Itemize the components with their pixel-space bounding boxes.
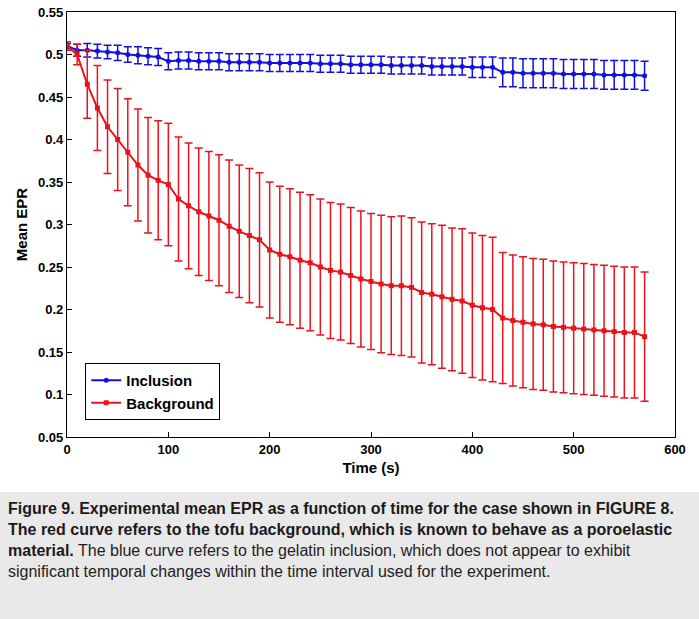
svg-text:Background: Background: [126, 395, 214, 412]
svg-text:400: 400: [461, 442, 483, 457]
svg-text:200: 200: [259, 442, 281, 457]
svg-text:500: 500: [563, 442, 585, 457]
svg-text:Mean EPR: Mean EPR: [13, 188, 30, 262]
svg-text:0.4: 0.4: [45, 132, 64, 147]
svg-text:0.3: 0.3: [45, 217, 63, 232]
svg-text:0.25: 0.25: [38, 260, 63, 275]
svg-text:100: 100: [157, 442, 179, 457]
html-text:Figure 9. Experimental mean EP: Figure 9. Experimental mean EPR as a fun…: [8, 500, 674, 580]
svg-text:0.5: 0.5: [45, 47, 63, 62]
svg-text:0.05: 0.05: [38, 430, 63, 445]
svg-text:0.55: 0.55: [38, 5, 63, 20]
svg-text:Inclusion: Inclusion: [126, 372, 192, 389]
svg-text:0: 0: [63, 442, 70, 457]
svg-text:0.1: 0.1: [45, 387, 63, 402]
svg-text:Time (s): Time (s): [342, 459, 399, 476]
svg-text:0.45: 0.45: [38, 90, 63, 105]
svg-text:300: 300: [360, 442, 382, 457]
svg-text:0.15: 0.15: [38, 345, 63, 360]
svg-text:600: 600: [664, 442, 686, 457]
svg-text:0.2: 0.2: [45, 302, 63, 317]
svg-text:0.35: 0.35: [38, 175, 63, 190]
